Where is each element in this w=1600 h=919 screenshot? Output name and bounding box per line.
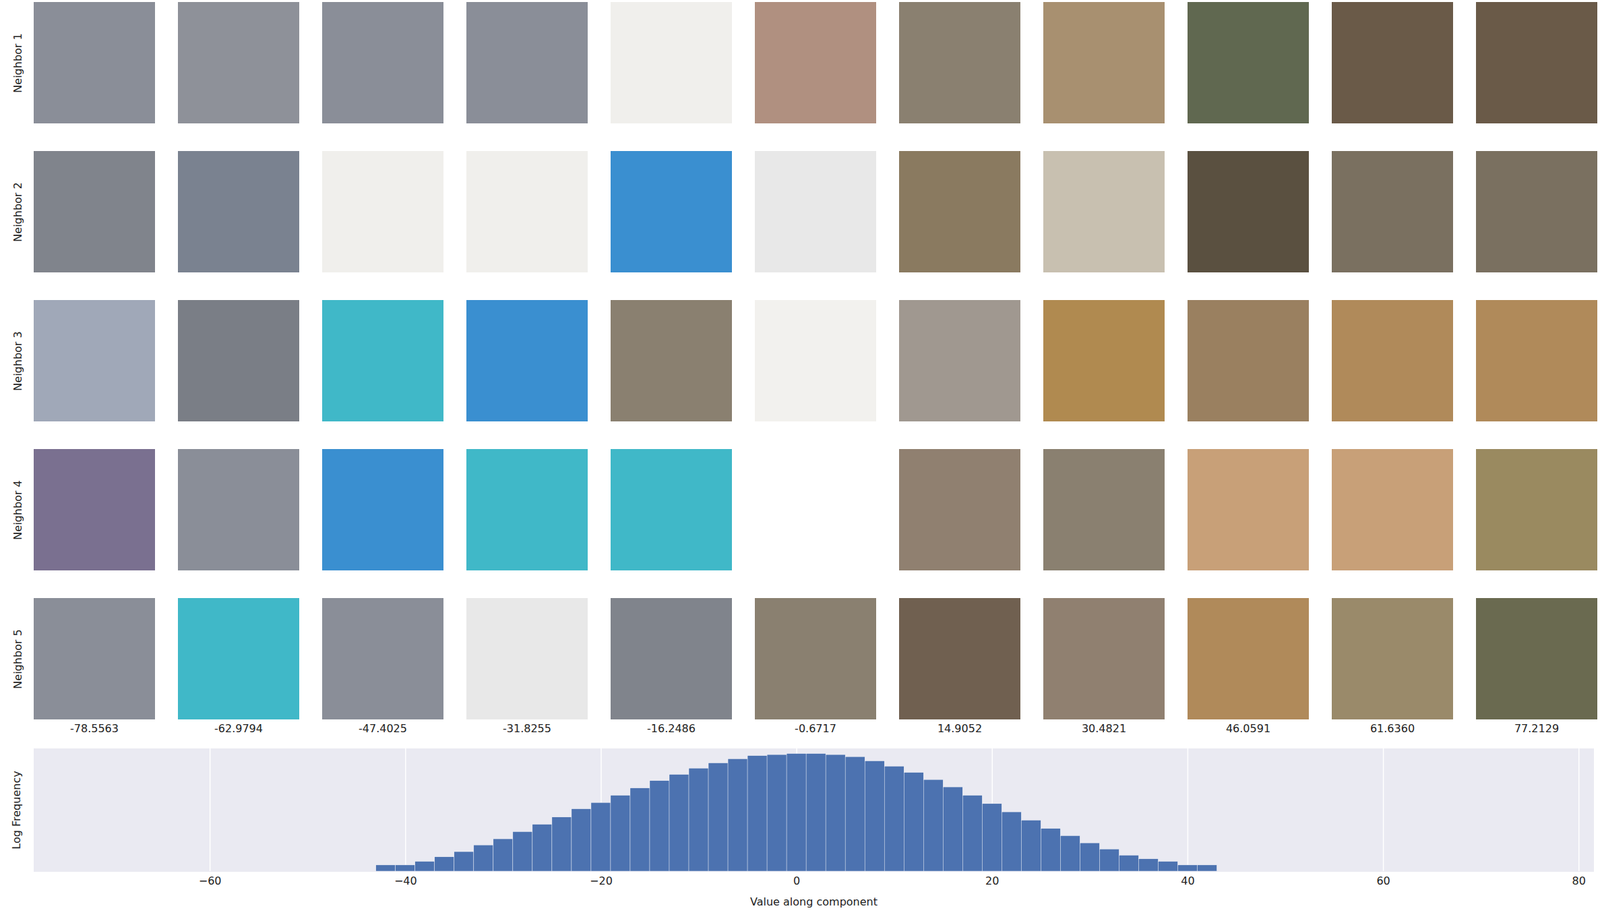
html-text:30.4821: 30.4821 xyxy=(1081,721,1127,735)
svg-text:60: 60 xyxy=(1376,874,1390,887)
html-text:Log Frequency: Log Frequency xyxy=(9,770,23,849)
html-text:Neighbor 2: Neighbor 2 xyxy=(11,181,25,242)
svg-text:20: 20 xyxy=(985,874,999,887)
svg-text:Value along component: Value along component xyxy=(750,895,878,908)
html-text:-62.9794: -62.9794 xyxy=(214,721,263,735)
html-text:-78.5563: -78.5563 xyxy=(70,721,119,735)
html-text:Neighbor 5: Neighbor 5 xyxy=(11,628,25,689)
html-text:-16.2486: -16.2486 xyxy=(647,721,696,735)
html-text:Neighbor 3: Neighbor 3 xyxy=(11,330,25,391)
html-text:-31.8255: -31.8255 xyxy=(502,721,552,735)
svg-text:40: 40 xyxy=(1180,874,1195,887)
html-text:77.2129: 77.2129 xyxy=(1514,721,1559,735)
svg-text:0: 0 xyxy=(793,874,800,887)
html-text:46.0591: 46.0591 xyxy=(1225,721,1271,735)
svg-text:−20: −20 xyxy=(589,874,613,887)
html-text:Neighbor 4: Neighbor 4 xyxy=(11,479,25,540)
svg-text:−60: −60 xyxy=(198,874,222,887)
html-text:Neighbor 1: Neighbor 1 xyxy=(11,32,25,93)
html-text:-47.4025: -47.4025 xyxy=(358,721,408,735)
svg-text:80: 80 xyxy=(1572,874,1586,887)
html-text:61.6360: 61.6360 xyxy=(1370,721,1415,735)
html-text:-0.6717: -0.6717 xyxy=(794,721,837,735)
html-text:14.9052: 14.9052 xyxy=(937,721,983,735)
svg-text:−40: −40 xyxy=(394,874,418,887)
